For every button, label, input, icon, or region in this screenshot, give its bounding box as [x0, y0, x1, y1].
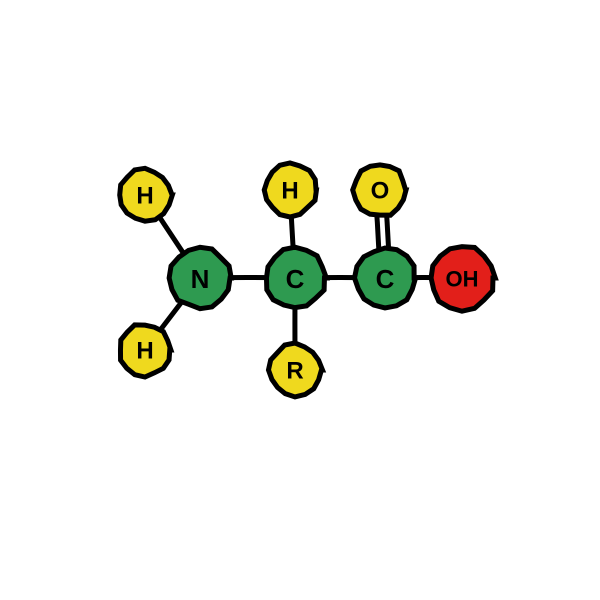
atom-r: R	[268, 343, 322, 397]
atom-r-label: R	[286, 358, 303, 385]
atom-c2: C	[354, 248, 415, 308]
atom-h2: H	[120, 325, 170, 377]
atom-c1: C	[266, 247, 326, 307]
atom-o1: O	[353, 165, 406, 215]
atom-c1-label: C	[286, 264, 305, 294]
atom-c2-label: C	[376, 264, 395, 294]
atom-h2-label: H	[136, 338, 153, 365]
atom-n: N	[169, 247, 231, 308]
atoms-layer: H H N C H R C O OH	[120, 163, 496, 397]
atom-h1: H	[120, 168, 173, 221]
atom-oh-label: OH	[446, 267, 479, 292]
atom-n-label: N	[191, 264, 210, 294]
atom-h3-label: H	[281, 178, 298, 205]
atom-o1-label: O	[371, 178, 390, 205]
atom-h1-label: H	[136, 183, 153, 210]
atom-oh: OH	[431, 247, 495, 312]
atom-h3: H	[264, 163, 316, 217]
molecule-diagram: H H N C H R C O OH	[0, 0, 600, 600]
